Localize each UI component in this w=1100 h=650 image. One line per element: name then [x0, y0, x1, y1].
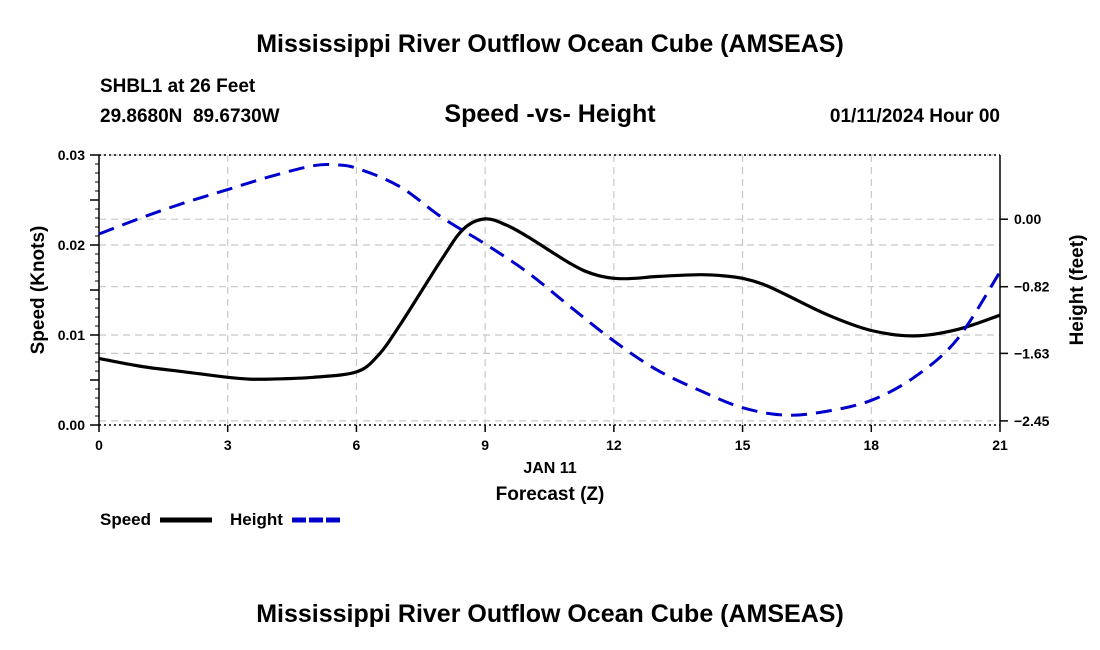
station-label: SHBL1 at 26 Feet — [100, 76, 256, 97]
y2-tick-label: −2.45 — [1014, 413, 1050, 429]
x-tick-label: 0 — [95, 437, 103, 453]
y2-tick-label: −1.63 — [1014, 345, 1050, 361]
legend-label-speed: Speed — [100, 510, 151, 529]
y2-tick-label: −0.82 — [1014, 279, 1050, 295]
x-tick-label: 18 — [863, 437, 879, 453]
x-axis-label: Forecast (Z) — [496, 484, 605, 505]
page-title: Mississippi River Outflow Ocean Cube (AM… — [256, 30, 844, 58]
y2-axis-label: Height (feet) — [1067, 235, 1088, 346]
y-tick-label: 0.02 — [58, 237, 85, 253]
series-line-height — [98, 162, 1002, 417]
x-tick-label: 9 — [481, 437, 489, 453]
y-tick-label: 0.03 — [58, 147, 85, 163]
chart-title: Speed -vs- Height — [444, 100, 656, 128]
legend-label-height: Height — [230, 510, 283, 529]
y-tick-label: 0.01 — [58, 327, 85, 343]
x-tick-label: 3 — [224, 437, 232, 453]
x-date-label: JAN 11 — [523, 460, 576, 477]
date-label: 01/11/2024 Hour 00 — [829, 106, 1000, 127]
x-tick-label: 21 — [992, 437, 1008, 453]
y-tick-label: 0.00 — [58, 417, 85, 433]
y-axis-label: Speed (Knots) — [28, 226, 49, 355]
y2-tick-label: 0.00 — [1014, 211, 1041, 227]
x-tick-label: 12 — [606, 437, 622, 453]
coordinates-label: 29.8680N 89.6730W — [100, 106, 280, 127]
x-tick-label: 15 — [735, 437, 751, 453]
series-line-speed — [98, 217, 1001, 381]
x-tick-label: 6 — [353, 437, 361, 453]
page-title-bottom: Mississippi River Outflow Ocean Cube (AM… — [256, 600, 844, 628]
